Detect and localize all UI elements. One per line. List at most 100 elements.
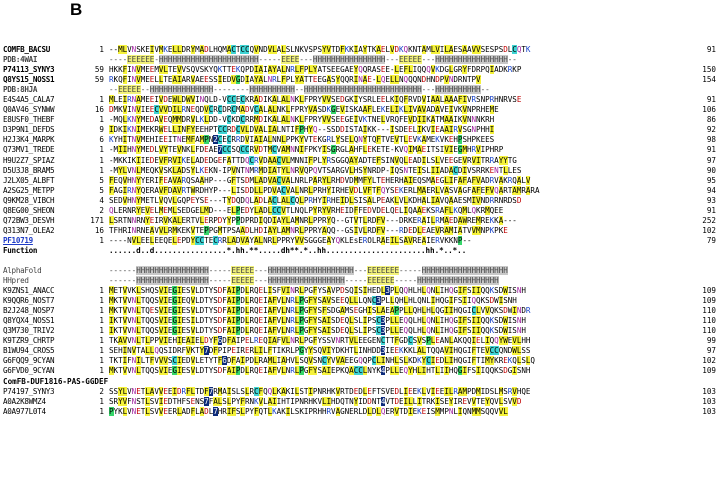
alignment-row: B1WU94_CROS5 1 SEHINVTALLQQSIDRFVKTY7DFPIP… — [0, 346, 720, 356]
start-position: 16 — [94, 105, 104, 115]
sequence-name: Q3M730_TRIV2 — [3, 326, 55, 336]
sequence-name: Q9KM28_VIBCH — [3, 195, 55, 205]
alignment-row: AlphaFold ------HHHHHHHHHHHHHHHH-----EEEE… — [0, 265, 720, 276]
sequence: LSRTNNRNYEIRVKALERTVLERPDYYPPDPRDIQDIAYL… — [109, 215, 517, 225]
sequence-name: P74197_SYNY3 — [3, 386, 55, 396]
alignment-row: A0A977L0T4 1 PYKLVNETLSVVEERLADFLADL7HRIFS… — [0, 406, 720, 417]
sequence-name: A2SG25_METPP — [3, 185, 55, 195]
end-position: 91 — [706, 95, 716, 105]
sequence: SEDVHNYMETLVQVLGQPEYSE---TYDQDQLADLACLAL… — [109, 195, 522, 205]
sequence-name: B2J248_NOSP7 — [3, 306, 55, 316]
sequence: PYKLVNETLSVVEERLADFLADL7HRIFSLPYFQTLKAKI… — [109, 406, 508, 416]
sequence-name: A0A2K8WMZ4 — [3, 396, 46, 406]
sequence-name: D3P9N1_DEFDS — [3, 125, 55, 135]
start-position: 1 — [99, 235, 104, 245]
start-position: 1 — [99, 115, 104, 125]
end-position: 110 — [702, 316, 716, 326]
end-position: 103 — [702, 406, 716, 416]
alignment-row: G6FQQ9_9CYAN 1 TKTIFNILTFVVVSCIEDVLETYTF6D… — [0, 356, 720, 366]
alignment-row: J2LX05_ALBFT 5 FEQVHNYYERIFEAVARQSAAHP---G… — [0, 175, 720, 186]
alignment-row: PDB:4WAI ----EEEEEE-HHHHHHHHHHHHHHHHHHHHH… — [0, 55, 720, 65]
end-position: 109 — [702, 366, 716, 376]
sequence-name: Q8EG00_SHEON — [3, 205, 55, 215]
alignment-row: K9ZNS1_ANACC 1 METVVKLSHQSVIEGIESVLDTYSDFA… — [0, 286, 720, 296]
sequence-name: H9U2Z7_SPIAZ — [3, 155, 55, 165]
sequence: TKAVVNLTLPPVIEHIEAIELDYF6DFAIPELREQIAFVL… — [109, 336, 531, 346]
end-position: 99 — [706, 336, 716, 346]
sequence: METVVKLSHQSVIEGIESVLDTYSDFAIPDLRQELISFVI… — [109, 286, 526, 296]
start-position: 16 — [94, 225, 104, 235]
alignment-row: P74197_SYNY3 2 SSYLVNETLAVVEEIDRFLTDF7RMAI… — [0, 386, 720, 397]
start-position: 171 — [90, 215, 104, 225]
sequence: ----NVLEELEEQELEPDYCCTECRRLADVAYALNRLPPR… — [109, 235, 472, 245]
sequence: IKTVVNLTQQSVIEGIESILDTYSDFAIPDLRQEIAFVLN… — [109, 316, 526, 326]
sequence-name: A0A977L0T4 — [3, 406, 46, 416]
start-position: 1 — [99, 296, 104, 306]
sequence: TKTIFNILTFVVVSCIEDVLETYTF6DFAIPDLRAMLIAH… — [109, 356, 535, 366]
alignment-row: Q9KM28_VIBCH 4 SEDVHNYMETLVQVLGQPEYSE---TY… — [0, 195, 720, 206]
secondary-structure: ------HHHHHHHHHHHHHHHH-----EEEEE---HHHHH… — [109, 265, 508, 275]
start-position: 59 — [94, 65, 104, 75]
alignment-row: E8USF0_THEBF 1 -MQLKNYMEDAVEQMMDRVLKLDD-VC… — [0, 115, 720, 125]
alignment-row: K9TZR9_CHRTP 1 TKAVVNLTLPPVIEHIEAIELDYF6DF… — [0, 336, 720, 346]
end-position: 98 — [706, 135, 716, 145]
block-spacer — [0, 256, 720, 266]
start-position: 1 — [99, 306, 104, 316]
sequence: -MYLVNLMEQKVSKLADSYLKEKN-IPVNTNMRMDIATYL… — [109, 165, 522, 175]
alignment-row: Function ......d..d................*.hh.*… — [0, 246, 720, 256]
alignment-row: Q0AV46_SYNWW 16 DMKVINVIEECVVDILRNEQDVCRCD… — [0, 105, 720, 115]
start-position: 1 — [99, 286, 104, 296]
pfam-link[interactable]: PF10719 — [3, 235, 33, 245]
end-position: 91 — [706, 145, 716, 155]
sequence-name: COMFB_BACSU — [3, 45, 50, 54]
end-position: 252 — [702, 215, 716, 225]
sequence-name: Q73MV1_TREDE — [3, 145, 55, 155]
start-position: 6 — [99, 135, 104, 145]
section-label-row: ComFB-DUF1816-PAS-GGDEF — [0, 377, 720, 387]
alignment-row: PF10719 1 ----NVLEELEEQELEPDYCCTECRRLADVAY… — [0, 235, 720, 246]
start-position: 1 — [99, 155, 104, 165]
end-position: 110 — [702, 306, 716, 316]
sequence: MLEIRNAMEEIVDEWLDWVINQLD-VCCECKRADIKALAL… — [109, 95, 522, 105]
alignment-row: HHpred ------HHHHHHHHHHHHHHHH-----EEEEE--… — [0, 276, 720, 286]
start-position: 1 — [99, 406, 104, 416]
alignment-row: Q72BW3_DESVH 171 LSRTNNRNYEIRVKALERTVLERPD… — [0, 215, 720, 226]
alignment-row: COMFB_BACSU 1 --MLVNSKEIVMKELLDRYMADLHQMAC… — [0, 45, 720, 55]
sequence-name: Q313N7_OLEA2 — [3, 225, 55, 235]
end-position: 94 — [706, 185, 716, 195]
sequence: --MLVNSKEIVMKELLDRYMADLHQMACTCCQVNDVLALS… — [109, 45, 531, 54]
alignment-row: K9QQR6_NOST7 1 MKTVVNLTQQSVIEGIEQVLDTYSDFA… — [0, 296, 720, 306]
sequence-name: K9TZR9_CHRTP — [3, 336, 55, 346]
start-position: 1 — [99, 346, 104, 356]
alignment: COMFB_BACSU 1 --MLVNSKEIVMKELLDRYMADLHQMAC… — [0, 45, 720, 417]
start-position: 1 — [99, 165, 104, 175]
end-position: 86 — [706, 115, 716, 125]
secondary-structure: ------HHHHHHHHHHHHHHHH-----EEEEE---HHHHH… — [109, 276, 499, 286]
function-annotation: ......d..d................*.hh.**.....dh… — [109, 245, 467, 255]
alignment-row: G6FVD0_9CYAN 1 MKTVVNLTQQSVIEGIESVLDTYSDFA… — [0, 366, 720, 376]
sequence-name: Function — [3, 245, 38, 255]
sequence-name: B1WU94_CROS5 — [3, 346, 55, 356]
end-position: 93 — [706, 195, 716, 205]
alignment-row: H9U2Z7_SPIAZ 1 -MKKIKIIEDEVFRVIKELADEDGEFA… — [0, 155, 720, 166]
sequence: RKQFINVMEELLTEAIARVAEESSIEDVGDIAYALNRLFP… — [109, 75, 481, 85]
end-position: 109 — [702, 286, 716, 296]
sequence-name: Q8YQX4_NOSS1 — [3, 316, 55, 326]
start-position: 59 — [94, 75, 104, 85]
start-position: 2 — [99, 205, 104, 215]
alignment-row: P74113_SYNY3 59 HKKFINVMEEMVLTEVVSQVSKYQKT… — [0, 65, 720, 75]
sequence: IDKIKNIMEKRWELLINFYEEHPTCCRDCVLDVALIALNT… — [109, 125, 495, 135]
alignment-row: A0A2K8WMZ4 1 SRYVFNSTLSVIEDTHFSENS7FALSLPY… — [0, 396, 720, 407]
sequence-name: K9ZNS1_ANACC — [3, 286, 55, 296]
sequence: DMKVINVIEECVVDILRNEQDVCRCDRCMADVCALALNKL… — [109, 105, 499, 115]
start-position: 1 — [99, 356, 104, 366]
end-position: 97 — [706, 346, 716, 356]
sequence: -MQLKNYMEDAVEQMMDRVLKLDD-VCKDCRRMDIKALAL… — [109, 115, 495, 125]
sequence-name: Q72BW3_DESVH — [3, 215, 55, 225]
start-position: 1 — [99, 45, 104, 54]
sequence: SEHINVTALLQQSIDRFVKTY7DFPIPEIRERLILFTIKR… — [109, 346, 531, 356]
end-position: 103 — [702, 396, 716, 406]
alignment-row: B2J248_NOSP7 1 MKTVVNLTQESVIEGIESVLDTYSDFA… — [0, 306, 720, 316]
end-position: 91 — [706, 205, 716, 215]
secondary-structure: ----EEEEEE-HHHHHHHHHHHHHHHHHHHHHH-----EE… — [109, 55, 517, 65]
